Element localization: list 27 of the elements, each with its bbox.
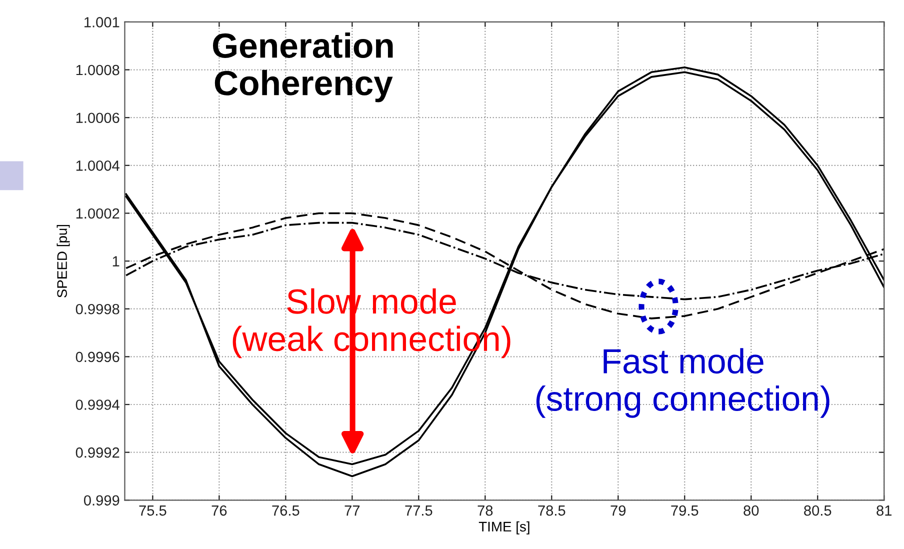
x-tick-label: 75.5	[139, 506, 166, 516]
annotation: Generation Coherency	[212, 32, 393, 102]
y-tick-label: 0.999	[84, 495, 120, 506]
y-tick-label: 1.0002	[76, 208, 120, 219]
x-tick-label: 76.5	[272, 505, 300, 516]
y-tick-label: 1.0006	[76, 112, 120, 124]
x-tick-label: 79	[610, 505, 626, 516]
y-tick-label: 0.9992	[76, 447, 120, 458]
x-tick-label: 79.5	[671, 505, 698, 516]
y-tick-label: 1.001	[84, 17, 120, 28]
y-tick-label: 1	[112, 256, 120, 266]
y-tick-label: 0.9998	[76, 304, 120, 314]
x-tick-label: 80	[744, 505, 759, 516]
x-tick-label: 78.5	[538, 505, 566, 516]
y-tick-label: 1.0008	[76, 64, 120, 76]
x-tick-label: 80.5	[804, 505, 832, 516]
x-tick-label: 76	[212, 505, 227, 516]
y-tick-label: 0.9996	[76, 352, 120, 362]
x-tick-label: 81	[876, 505, 892, 516]
x-tick-label: 77.5	[405, 506, 432, 516]
x-tick-label: 77	[344, 506, 360, 516]
annotation: Fast mode (strong connection)	[536, 348, 830, 418]
x-tick-label: 78	[478, 505, 493, 516]
x-axis-title: TIME [s]	[478, 521, 530, 534]
y-tick-label: 0.9994	[76, 400, 120, 410]
y-axis-title: SPEED [pu]	[56, 224, 70, 298]
y-tick-label: 1.0004	[76, 160, 120, 171]
